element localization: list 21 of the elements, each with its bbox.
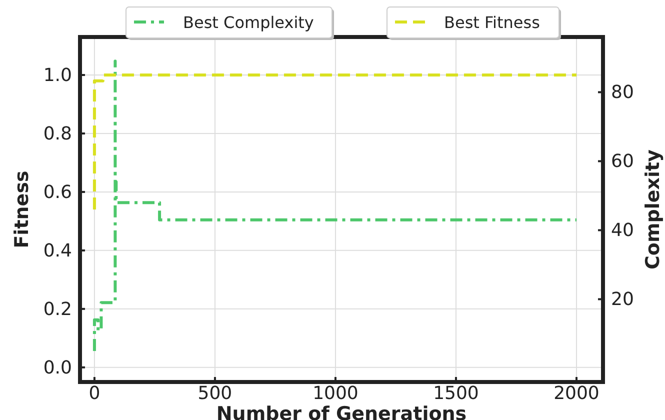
y2-tick-label: 40 [611, 220, 634, 242]
y-axis-title: Fitness [11, 170, 33, 248]
y2-tick-label: 20 [611, 289, 634, 310]
y2-axis-title: Complexity [642, 148, 664, 270]
y-tick-label: 0.2 [43, 298, 72, 320]
x-tick-label: 2000 [554, 383, 600, 404]
y2-tick-label: 80 [611, 82, 634, 104]
x-axis-title: Number of Generations [216, 403, 467, 420]
x-tick-label: 1000 [312, 383, 358, 404]
x-tick-label: 0 [88, 383, 100, 404]
legend-label: Best Fitness [444, 13, 540, 32]
y-tick-label: 1.0 [43, 65, 72, 86]
y2-tick-label: 60 [611, 151, 634, 172]
y-tick-label: 0.8 [43, 123, 72, 144]
x-tick-label: 500 [198, 383, 232, 404]
y-tick-label: 0.6 [43, 182, 72, 203]
line-series [92, 60, 578, 352]
y-tick-label: 0.4 [43, 240, 72, 262]
x-tick-label: 1500 [433, 383, 479, 404]
y-tick-label: 0.0 [43, 357, 72, 378]
legend-label: Best Complexity [183, 13, 314, 32]
